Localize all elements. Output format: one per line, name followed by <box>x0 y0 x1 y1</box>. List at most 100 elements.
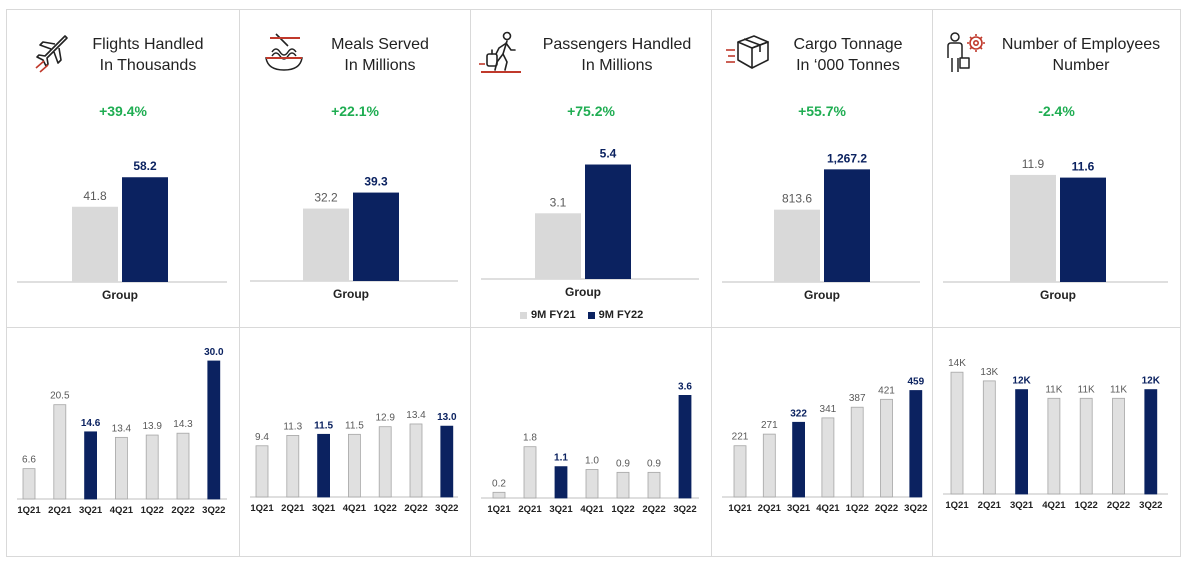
yoy-change: -2.4% <box>1038 103 1075 119</box>
bar <box>492 491 506 499</box>
tick-label: 2Q22 <box>171 505 194 516</box>
bar <box>523 446 537 499</box>
bar <box>122 177 168 282</box>
bar <box>145 434 159 500</box>
bar <box>72 206 118 282</box>
kpi-panel-passengers: Passengers Handled In Millions +75.2% 3.… <box>471 10 711 326</box>
bar <box>554 466 568 499</box>
kpi-panel-employees: Number of Employees Number -2.4% 11.9 11.… <box>933 10 1180 326</box>
data-label: 11K <box>1110 384 1127 395</box>
data-label: 12K <box>1142 376 1161 387</box>
kpi-bar-chart: 11.9 11.6 Group <box>943 157 1168 302</box>
bar <box>585 164 631 279</box>
data-label: 322 <box>790 408 807 419</box>
kpi-title: Passengers Handled In Millions <box>523 34 711 76</box>
data-label: 387 <box>849 393 866 404</box>
left-border <box>6 9 7 557</box>
kpi-title-line2: In Thousands <box>99 57 197 74</box>
yoy-change: +39.4% <box>99 103 147 119</box>
column-divider <box>239 9 240 557</box>
column-divider <box>711 9 712 557</box>
bar <box>84 431 97 500</box>
kpi-bar-chart: 41.8 58.2 Group <box>17 159 227 302</box>
kpi-bar-chart: 813.6 1,267.2 Group <box>722 151 920 302</box>
quarterly-bar-chart: 6.6 1Q21 20.5 2Q21 14.6 3Q21 13.4 4Q21 13.9 1Q22 1… <box>17 347 227 516</box>
trend-panel-employees: 14K 1Q21 13K 2Q21 12K 3Q21 11K 4Q21 11K 1Q22 11K 2Q… <box>933 330 1180 556</box>
bar <box>535 213 581 279</box>
data-label: 421 <box>878 385 895 396</box>
bar <box>286 435 300 498</box>
data-label: 58.2 <box>133 159 157 173</box>
tick-label: 1Q22 <box>1075 500 1098 511</box>
quarterly-bar-chart: 0.2 1Q21 1.8 2Q21 1.1 3Q21 1.0 4Q21 0.9 1Q22 0.9 2Q… <box>481 381 699 515</box>
data-label: 1.0 <box>585 456 599 467</box>
data-label: 11K <box>1045 384 1062 395</box>
data-label: 12.9 <box>375 413 395 424</box>
category-label: Group <box>1040 288 1076 302</box>
data-label: 11.3 <box>283 421 302 432</box>
data-label: 0.2 <box>492 478 506 489</box>
tick-label: 2Q22 <box>875 503 898 514</box>
yoy-change: +75.2% <box>567 103 615 119</box>
column-divider <box>470 9 471 557</box>
bar <box>317 433 330 498</box>
bar <box>982 380 996 495</box>
kpi-title-line1: Passengers Handled <box>542 36 692 53</box>
chart-legend: 9M FY21 9M FY22 <box>520 309 643 321</box>
traveler-luggage-icon <box>477 28 521 76</box>
right-border <box>1180 9 1181 557</box>
tick-label: 1Q21 <box>945 500 969 511</box>
data-label: 12K <box>1012 376 1031 387</box>
tick-label: 3Q22 <box>1139 500 1162 511</box>
kpi-title: Number of Employees Number <box>985 34 1177 76</box>
data-label: 11.9 <box>1022 157 1045 171</box>
bar <box>585 469 599 499</box>
data-label: 6.6 <box>22 455 36 466</box>
tick-label: 4Q21 <box>580 504 604 515</box>
bar <box>792 421 805 498</box>
data-label: 0.9 <box>647 458 661 469</box>
trend-panel-passengers: 0.2 1Q21 1.8 2Q21 1.1 3Q21 1.0 4Q21 0.9 1Q22 0.9 2Q… <box>471 330 711 556</box>
data-label: 14K <box>948 358 966 369</box>
bar <box>353 192 399 281</box>
bar <box>824 169 870 282</box>
bar <box>176 432 190 500</box>
legend-label: 9M FY22 <box>598 309 644 321</box>
data-label: 41.8 <box>83 189 107 203</box>
data-label: 14.3 <box>173 419 193 430</box>
bar <box>1112 397 1125 495</box>
legend-label: 9M FY21 <box>531 309 576 321</box>
tick-label: 2Q22 <box>642 504 665 515</box>
data-label: 13K <box>980 367 998 378</box>
category-label: Group <box>333 287 369 301</box>
bar <box>678 395 692 499</box>
tick-label: 2Q21 <box>758 503 782 514</box>
quarterly-bar-chart: 9.4 1Q21 11.3 2Q21 11.5 3Q21 11.5 4Q21 12.9 1Q22 1… <box>250 410 458 514</box>
bar <box>1015 389 1028 495</box>
kpi-title-line1: Flights Handled <box>92 36 204 53</box>
quarterly-bar-chart: 221 1Q21 271 2Q21 322 3Q21 341 4Q21 387 1Q22 421 2Q… <box>722 377 927 514</box>
data-label: 20.5 <box>50 391 70 402</box>
data-label: 341 <box>820 404 837 415</box>
kpi-title-line1: Meals Served <box>331 36 429 53</box>
tick-label: 3Q21 <box>549 504 573 515</box>
data-label: 3.1 <box>550 195 567 209</box>
bar <box>821 417 835 498</box>
tick-label: 1Q22 <box>611 504 634 515</box>
tick-label: 3Q22 <box>673 504 696 515</box>
category-label: Group <box>565 285 601 299</box>
tick-label: 1Q21 <box>728 503 752 514</box>
tick-label: 4Q21 <box>816 503 840 514</box>
tick-label: 4Q21 <box>110 505 134 516</box>
kpi-title: Flights Handled In Thousands <box>73 34 223 76</box>
trend-panel-flights: 6.6 1Q21 20.5 2Q21 14.6 3Q21 13.4 4Q21 13.9 1Q22 1… <box>7 330 239 556</box>
tick-label: 4Q21 <box>343 503 367 514</box>
kpi-title-line2: Number <box>1052 57 1110 74</box>
kpi-panel-meals: Meals Served In Millions +22.1% 32.2 39.3… <box>240 10 470 326</box>
kpi-title-line2: In ‘000 Tonnes <box>796 57 900 74</box>
data-label: 13.4 <box>406 410 426 421</box>
bar <box>53 404 67 500</box>
tick-label: 1Q22 <box>374 503 397 514</box>
middle-divider <box>6 327 1181 328</box>
trend-panel-cargo: 221 1Q21 271 2Q21 322 3Q21 341 4Q21 387 1Q22 421 2Q… <box>712 330 932 556</box>
